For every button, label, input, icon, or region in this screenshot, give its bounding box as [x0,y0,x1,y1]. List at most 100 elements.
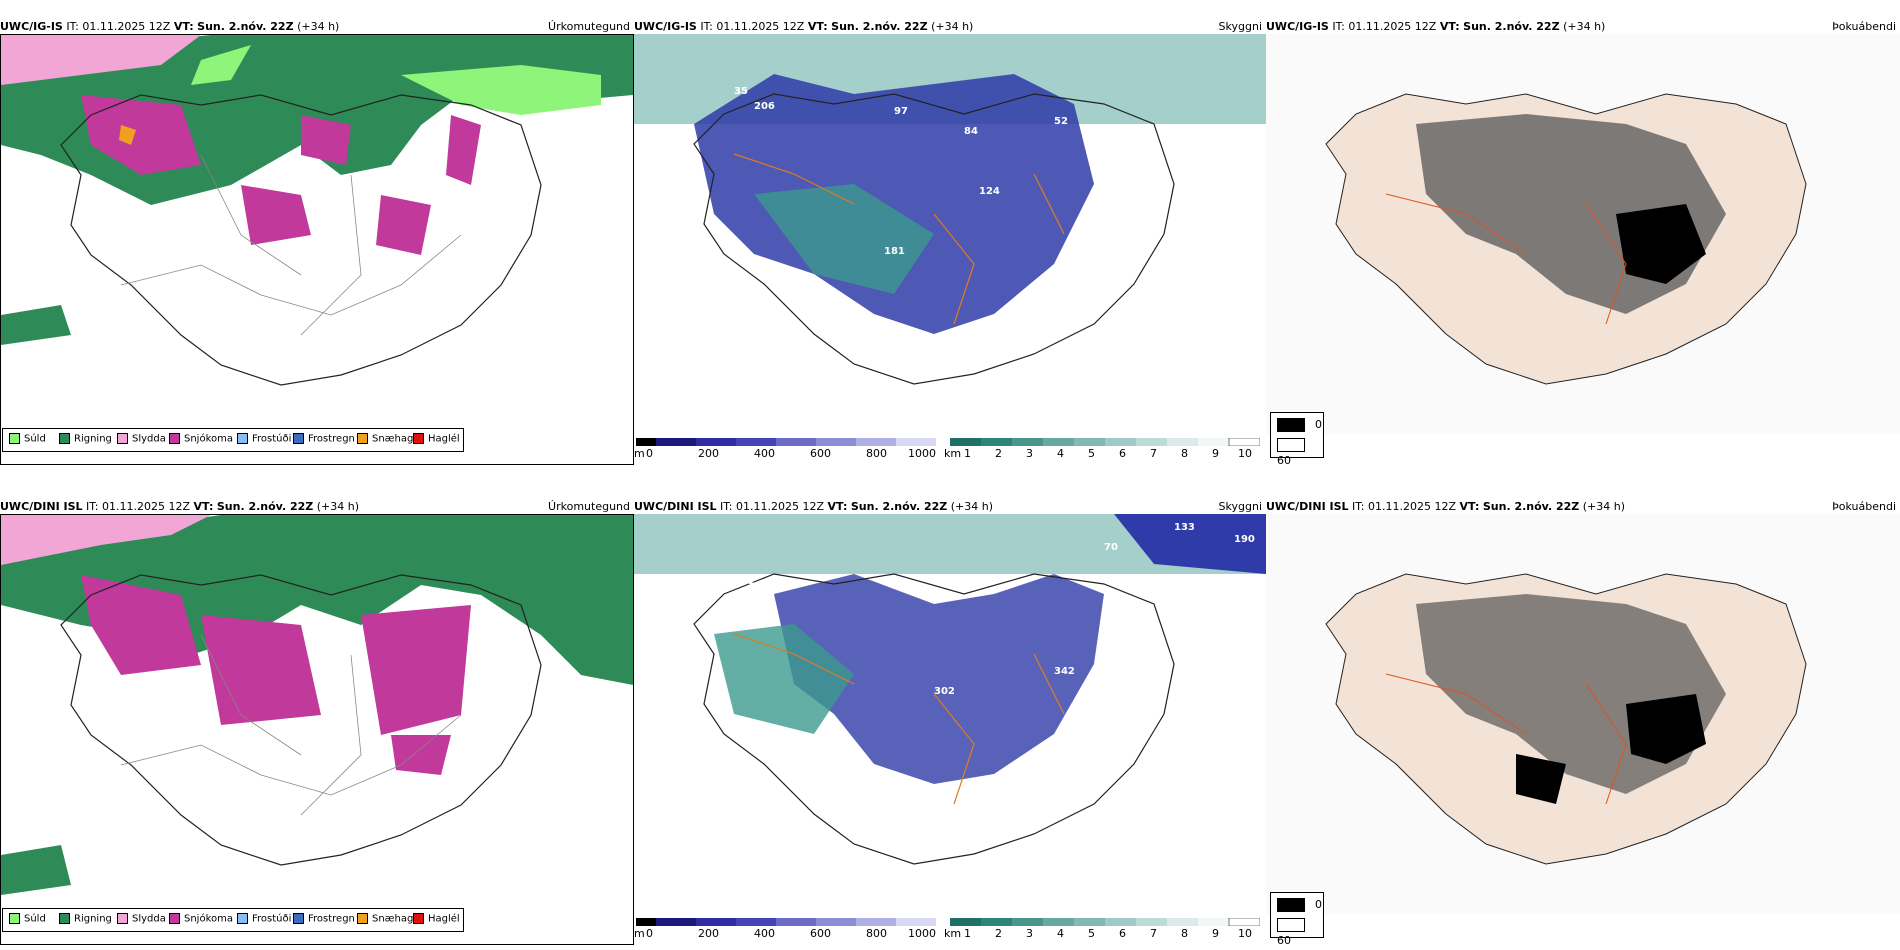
fog-panel-top: UWC/IG-IS IT: 01.11.2025 12Z VT: Sun. 2.… [1266,20,1900,465]
precip-snow-area-2 [241,185,311,245]
cloud-panel-top: UWC/IG-IS IT: 01.11.2025 12Z VT: Sun. 2.… [634,20,1266,465]
precip-snow-area-4 [391,735,451,775]
colorbar-tick: 1000 [908,447,936,460]
panel-variable-title: Skyggni [1218,500,1262,513]
fog-legend: 0 60 [1270,892,1324,945]
colorbar-tick: 10 [1238,927,1252,940]
iceland-coastline [60,574,542,866]
map-frame [0,34,634,465]
panel-header: UWC/DINI ISL IT: 01.11.2025 12Z VT: Sun.… [1266,500,1626,513]
colorbar-tick: 2 [995,447,1002,460]
cloud-low-area [694,74,1094,334]
colorbar-unit-km: km [944,927,962,940]
colorbar-tick: 9 [1212,447,1219,460]
cloud-label: 124 [979,186,1000,197]
colorbar-tick: 8 [1181,447,1188,460]
cloud-label: 84 [964,126,978,137]
precip-type-legend: Súld Rigning Slydda Snjókoma Frostúði Fr… [2,428,464,452]
legend-swatch [413,433,424,444]
panel-variable-title: Þokuábendi [1832,500,1896,513]
cloud-label: 181 [884,246,905,257]
legend-item: Súld [9,433,46,445]
legend-swatch [1277,438,1305,452]
colorbar-tick: 4 [1057,927,1064,940]
legend-swatch [413,913,424,924]
precip-type-legend: Súld Rigning Slydda Snjókoma Frostúði Fr… [2,908,464,932]
colorbar-tick: 7 [1150,927,1157,940]
contour-lines [733,633,1065,805]
legend-item: Haglél [413,913,460,925]
fog-black-area-2 [1516,754,1566,804]
precip-snow-area [81,575,201,675]
precip-snow-area-3 [376,195,431,255]
legend-item: Slydda [117,433,166,445]
cloud-label: 211 [734,576,755,587]
legend-swatch [117,433,128,444]
colorbar-m [636,918,936,926]
precip-sleet-area [1,35,201,85]
panel-header: UWC/DINI ISL IT: 01.11.2025 12Z VT: Sun.… [634,500,994,513]
panel-header: UWC/IG-IS IT: 01.11.2025 12Z VT: Sun. 2.… [1266,20,1606,33]
legend-item: Snjókoma [169,433,233,445]
legend-swatch [169,433,180,444]
cloud-label: 120 [784,336,805,347]
colorbar-tick: 6 [1119,447,1126,460]
legend-item: Súld [9,913,46,925]
colorbar-unit-km: km [944,447,962,460]
precip-hail-spot [119,125,136,145]
precip-drizzle-area-2 [191,45,251,85]
cloud-label: 302 [934,686,955,697]
legend-item: Slydda [117,913,166,925]
legend-swatch [293,433,304,444]
cloud-label: 206 [754,101,775,112]
cloud-low-area [774,574,1104,784]
fog-black-area [1626,694,1706,764]
legend-swatch [357,913,368,924]
colorbar-m [636,438,936,446]
fog-map [1266,514,1900,914]
colorbar-tick: 5 [1088,927,1095,940]
legend-item: Frostúði [237,433,291,445]
legend-item: Rigning [59,433,112,445]
colorbar-tick: 600 [810,447,831,460]
colorbar-tick: 200 [698,447,719,460]
legend-swatch [1277,918,1305,932]
colorbar-unit-m: m [634,927,645,940]
cloud-high-area [1114,514,1266,574]
colorbar-tick: 1 [964,447,971,460]
cloud-label: 52 [1054,116,1068,127]
legend-swatch [9,913,20,924]
colorbar-tick: 5 [1088,447,1095,460]
colorbar-tick: 4 [1057,447,1064,460]
panel-variable-title: Þokuábendi [1832,20,1896,33]
map-frame [0,514,634,945]
precip-panel-top: UWC/IG-IS IT: 01.11.2025 12Z VT: Sun. 2.… [0,20,634,465]
fog-map [1266,34,1900,434]
legend-swatch [169,913,180,924]
cloud-label: 97 [894,106,908,117]
roads [120,154,462,336]
panel-header: UWC/DINI ISL IT: 01.11.2025 12Z VT: Sun.… [0,500,360,513]
panel-variable-title: Úrkomutegund [548,20,630,33]
legend-item: 0 [1277,417,1322,433]
legend-item: Frostregn [293,433,355,445]
colorbar-tick: 0 [646,447,653,460]
legend-item: Snæhagl [357,913,416,925]
colorbar-tick: 400 [754,447,775,460]
fog-legend: 0 60 [1270,412,1324,465]
precip-map [1,35,633,386]
legend-swatch [1277,898,1305,912]
colorbar-km [950,438,1260,446]
cloud-label: 70 [1104,542,1118,553]
panel-header: UWC/IG-IS IT: 01.11.2025 12Z VT: Sun. 2.… [0,20,340,33]
precip-snow-area-3 [361,605,471,735]
legend-item: Frostregn [293,913,355,925]
colorbar-tick: 1 [964,927,971,940]
cloud-mid-area [714,624,854,734]
legend-swatch [9,433,20,444]
cloud-map: 35 206 97 84 124 181 120 52 [634,34,1266,385]
cloud-label: 35 [734,86,748,97]
precip-map [1,515,633,895]
iceland-coastline [693,93,1175,385]
cloud-label: 133 [1174,522,1195,533]
